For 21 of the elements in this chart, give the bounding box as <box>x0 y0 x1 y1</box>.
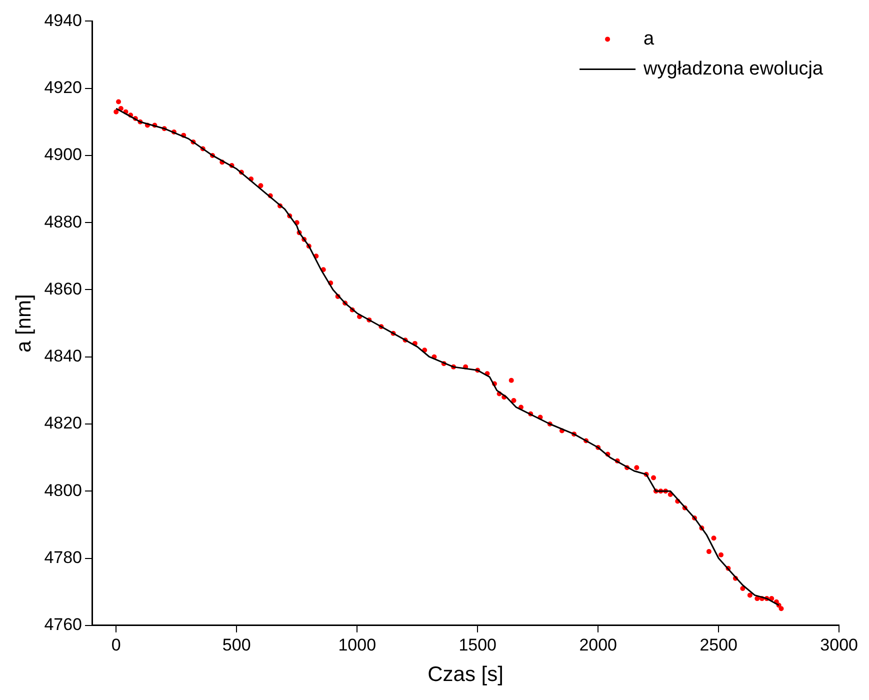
y-tick-label: 4920 <box>44 78 82 98</box>
legend-label: wygładzona ewolucja <box>642 58 824 80</box>
legend-label: a <box>644 28 655 50</box>
y-tick-label: 4780 <box>44 548 82 567</box>
x-tick-label: 2000 <box>579 635 618 654</box>
x-axis-title: Czas [s] <box>428 663 504 686</box>
x-tick-label: 1500 <box>458 635 497 654</box>
x-tick-label: 500 <box>222 635 251 654</box>
x-tick-label: 3000 <box>820 635 858 654</box>
y-tick-label: 4880 <box>44 212 82 232</box>
y-tick-label: 4840 <box>44 346 82 366</box>
y-tick-label: 4820 <box>44 414 82 433</box>
y-tick-label: 4900 <box>44 145 82 164</box>
y-axis-title: a [nm] <box>12 294 36 352</box>
y-tick-label: 4760 <box>44 615 82 634</box>
x-tick-label: 2500 <box>700 635 738 654</box>
y-tick-label: 4940 <box>44 10 82 30</box>
y-tick-label: 4800 <box>44 480 82 500</box>
y-tick-label: 4860 <box>44 279 82 298</box>
x-tick-label: 0 <box>111 635 121 654</box>
x-tick-label: 1000 <box>338 635 376 654</box>
